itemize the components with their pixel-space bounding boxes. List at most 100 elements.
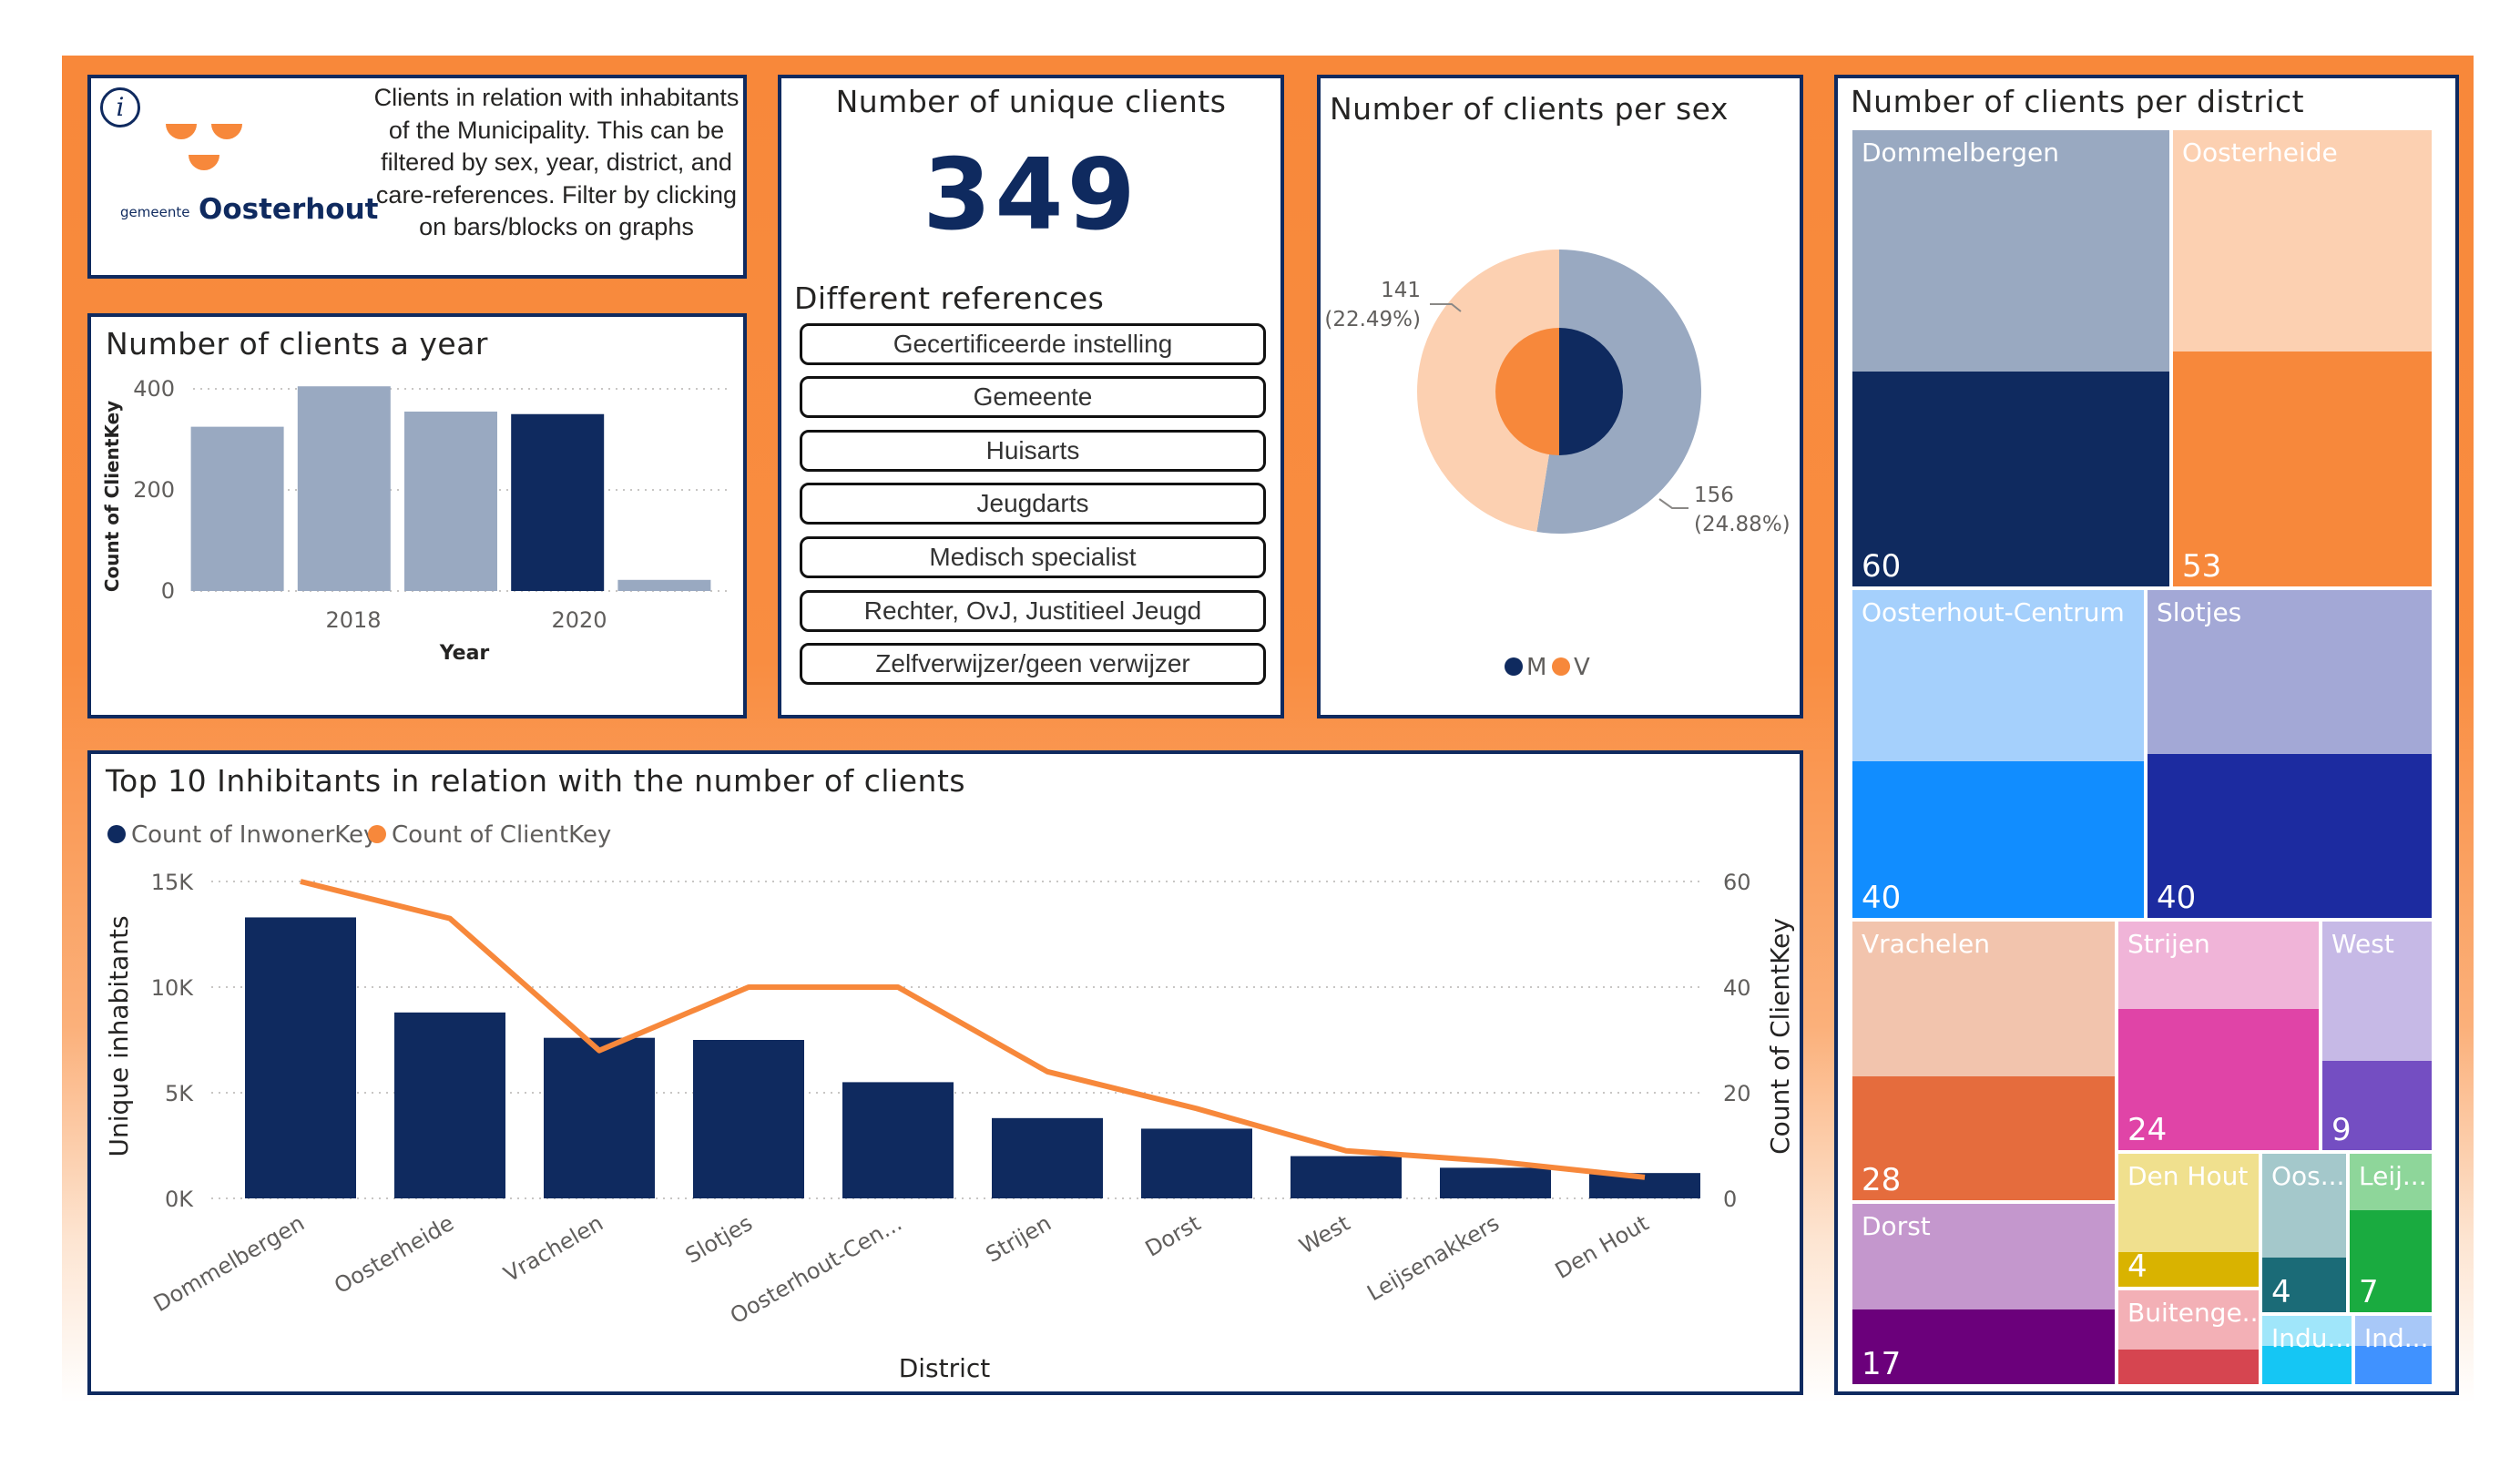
- legend-client-label[interactable]: Count of ClientKey: [392, 821, 611, 849]
- year-bar-2019[interactable]: [404, 411, 497, 591]
- reference-huisarts[interactable]: Huisarts: [800, 430, 1266, 472]
- tile-industrie-2[interactable]: Ind...: [2353, 1314, 2433, 1386]
- tile-dommelbergen[interactable]: Dommelbergen 60: [1851, 128, 2171, 588]
- x-tick-2018: 2018: [325, 607, 381, 633]
- x-axis-label: District: [899, 1353, 991, 1383]
- year-bar-2020[interactable]: [511, 413, 605, 591]
- y-right-axis-label: Count of ClientKey: [1765, 918, 1795, 1155]
- x-tick-2020: 2020: [551, 607, 607, 633]
- clients-sex-panel: Number of clients per sex 141 (22.49%) 1…: [1317, 75, 1803, 718]
- tile-oosterheide[interactable]: Oosterheide 53: [2171, 128, 2433, 588]
- leader-line-v: [1430, 303, 1462, 312]
- unique-clients-panel: Number of unique clients 349 Different r…: [778, 75, 1284, 718]
- y-left-tick-15k: 15K: [151, 870, 195, 895]
- district-treemap-title: Number of clients per district: [1851, 84, 2305, 119]
- legend-inwoner-label[interactable]: Count of InwonerKey: [131, 821, 377, 849]
- top10-panel: Top 10 Inhibitants in relation with the …: [87, 750, 1803, 1395]
- references-title: Different references: [794, 280, 1105, 316]
- tile-vrachelen[interactable]: Vrachelen 28: [1851, 920, 2117, 1202]
- district-bar-4[interactable]: [693, 1040, 804, 1198]
- district-bar-8[interactable]: [1291, 1156, 1402, 1198]
- clients-year-panel: Number of clients a year 400 200 0 2018 …: [87, 313, 747, 718]
- clients-year-chart: 400 200 0 2018 2020 Year Count of Client…: [101, 376, 727, 665]
- leader-line-m: [1658, 498, 1689, 509]
- top10-chart: Count of InwonerKey Count of ClientKey D…: [104, 821, 1795, 1383]
- y-axis-label: Count of ClientKey: [101, 401, 123, 592]
- x-tick-label-2: Oosterheide: [330, 1210, 458, 1299]
- unique-clients-value: 349: [923, 138, 1139, 252]
- y-right-tick-20: 20: [1723, 1081, 1751, 1106]
- x-tick-label-3: Vrachelen: [499, 1210, 607, 1288]
- x-tick-label-8: West: [1295, 1210, 1354, 1259]
- district-bar-7[interactable]: [1141, 1128, 1252, 1198]
- y-right-tick-40: 40: [1723, 975, 1751, 1001]
- y-left-tick-10k: 10K: [151, 975, 195, 1001]
- reference-medisch-specialist[interactable]: Medisch specialist: [800, 536, 1266, 578]
- clients-sex-title: Number of clients per sex: [1330, 91, 1729, 127]
- x-tick-label-1: Dommelbergen: [149, 1210, 309, 1317]
- donut-outer-v[interactable]: [1417, 250, 1559, 533]
- reference-gecertificeerde-instelling[interactable]: Gecertificeerde instelling: [800, 323, 1266, 365]
- municipality-prefix: gemeente: [120, 204, 190, 220]
- tile-oosterhout-centrum[interactable]: Oosterhout-Centrum 40: [1851, 588, 2146, 920]
- y-left-axis-label: Unique inhabitants: [104, 915, 134, 1156]
- district-treemap-panel: Number of clients per district Dommelber…: [1834, 75, 2459, 1395]
- y-tick-400: 400: [133, 376, 175, 402]
- donut-inner-v[interactable]: [1495, 328, 1559, 455]
- y-tick-200: 200: [133, 477, 175, 503]
- x-axis-label: Year: [439, 642, 490, 665]
- info-icon[interactable]: i: [100, 87, 140, 127]
- reference-jeugdarts[interactable]: Jeugdarts: [800, 483, 1266, 525]
- top10-title: Top 10 Inhibitants in relation with the …: [106, 763, 966, 799]
- reference-rechter-ovj[interactable]: Rechter, OvJ, Justitieel Jeugd: [800, 590, 1266, 632]
- district-bar-1[interactable]: [245, 917, 356, 1198]
- district-bar-6[interactable]: [992, 1117, 1103, 1198]
- district-bar-5[interactable]: [842, 1082, 954, 1198]
- year-bar-2021[interactable]: [617, 579, 711, 591]
- district-bar-3[interactable]: [544, 1037, 655, 1198]
- x-tick-label-6: Strijen: [982, 1210, 1056, 1268]
- municipality-logo-icon: [166, 124, 242, 170]
- x-tick-label-10: Den Hout: [1551, 1210, 1653, 1284]
- legend-m-marker: [1505, 657, 1523, 676]
- y-tick-0: 0: [161, 578, 175, 604]
- legend-inwoner-marker: [107, 825, 126, 843]
- label-v-pct: (22.49%): [1324, 308, 1421, 331]
- unique-clients-title: Number of unique clients: [835, 84, 1227, 119]
- legend-v-marker: [1552, 657, 1570, 676]
- info-description: Clients in relation with inhabitants of …: [373, 84, 740, 240]
- tile-den-hout[interactable]: Den Hout 4: [2117, 1152, 2260, 1289]
- clients-sex-chart: 141 (22.49%) 156 (24.88%) M V: [1324, 250, 1791, 681]
- reference-gemeente[interactable]: Gemeente: [800, 376, 1266, 418]
- x-tick-label-7: Dorst: [1141, 1210, 1205, 1262]
- y-left-tick-5k: 5K: [165, 1081, 194, 1106]
- tile-slotjes[interactable]: Slotjes 40: [2146, 588, 2433, 920]
- reference-zelfverwijzer[interactable]: Zelfverwijzer/geen verwijzer: [800, 643, 1266, 685]
- client-count-line[interactable]: [300, 879, 1646, 1180]
- tile-buitengebied[interactable]: Buitenge...: [2117, 1289, 2266, 1386]
- tile-strijen[interactable]: Strijen 24: [2117, 920, 2321, 1152]
- x-tick-label-4: Slotjes: [681, 1210, 757, 1269]
- dashboard-canvas: i gemeente Oosterhout Clients in relatio…: [62, 56, 2474, 1403]
- y-left-tick-0k: 0K: [165, 1187, 194, 1212]
- label-v-count: 141: [1381, 279, 1421, 302]
- district-bar-2[interactable]: [394, 1012, 505, 1198]
- label-m-count: 156: [1694, 484, 1734, 507]
- year-bar-2017[interactable]: [190, 426, 284, 591]
- y-right-tick-60: 60: [1723, 870, 1751, 895]
- y-right-tick-0: 0: [1723, 1187, 1737, 1212]
- tile-leijsenakkers[interactable]: Leij... 7: [2348, 1152, 2433, 1314]
- tile-dorst[interactable]: Dorst 17: [1851, 1202, 2117, 1386]
- tile-west[interactable]: West 9: [2321, 920, 2433, 1152]
- info-panel: i gemeente Oosterhout Clients in relatio…: [87, 75, 747, 279]
- legend-v-label[interactable]: V: [1574, 654, 1590, 681]
- legend-client-marker: [368, 825, 386, 843]
- donut-inner-m[interactable]: [1559, 328, 1623, 455]
- district-bar-9[interactable]: [1440, 1167, 1551, 1198]
- legend-m-label[interactable]: M: [1526, 654, 1546, 681]
- year-bar-2018[interactable]: [297, 386, 391, 591]
- district-bar-10[interactable]: [1589, 1173, 1700, 1198]
- tile-oosterhout-other[interactable]: Oos... 4: [2260, 1152, 2348, 1314]
- label-m-pct: (24.88%): [1694, 513, 1791, 536]
- tile-industrie-1[interactable]: Indu...: [2260, 1314, 2353, 1386]
